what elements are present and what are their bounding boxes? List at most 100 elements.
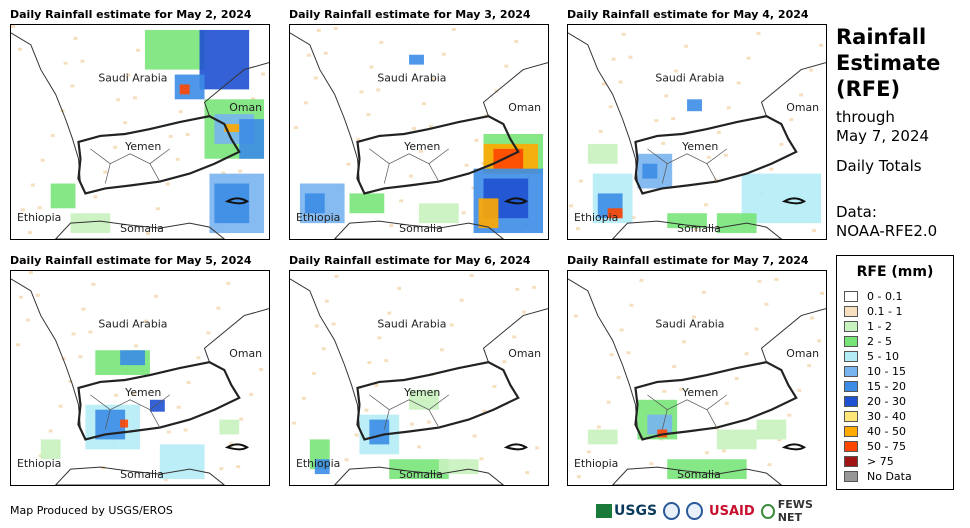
rain-cell bbox=[820, 291, 825, 295]
rain-cell bbox=[596, 425, 601, 429]
rain-cell bbox=[535, 446, 540, 450]
rain-patch bbox=[587, 429, 618, 445]
rain-patch bbox=[120, 419, 129, 428]
rain-cell bbox=[15, 343, 20, 347]
socotra-island bbox=[781, 197, 807, 205]
coastline bbox=[290, 278, 365, 440]
country-label-saudi: Saudi Arabia bbox=[377, 317, 446, 330]
usgs-mark-icon bbox=[596, 504, 612, 518]
oman-border bbox=[203, 308, 269, 363]
rain-patch bbox=[438, 459, 479, 475]
rain-cell bbox=[249, 392, 254, 396]
rain-cell bbox=[183, 428, 188, 432]
map-canvas: Saudi Arabia Oman Yemen Ethiopia Somalia bbox=[290, 273, 548, 485]
rainfall-map: Saudi Arabia Oman Yemen Ethiopia Somalia bbox=[567, 270, 827, 486]
rain-patch bbox=[239, 119, 265, 159]
rain-cell bbox=[311, 372, 316, 376]
legend-swatch bbox=[844, 290, 858, 302]
rain-cell bbox=[61, 357, 66, 361]
rain-cell bbox=[618, 80, 623, 84]
rain-cell bbox=[116, 98, 121, 102]
legend-label: 15 - 20 bbox=[867, 379, 906, 393]
rain-patch bbox=[149, 399, 165, 412]
legend-item: 20 - 30 bbox=[844, 394, 906, 408]
rain-cell bbox=[441, 52, 446, 56]
rain-cell bbox=[377, 336, 382, 340]
legend-item: 40 - 50 bbox=[844, 424, 906, 438]
rain-cell bbox=[428, 125, 433, 129]
rain-cell bbox=[221, 171, 226, 175]
rain-cell bbox=[757, 279, 762, 283]
rain-cell bbox=[525, 471, 530, 475]
legend-label: 40 - 50 bbox=[867, 424, 906, 438]
rain-patch bbox=[756, 419, 787, 440]
rain-cell bbox=[479, 457, 484, 461]
legend-item: 10 - 15 bbox=[844, 364, 906, 378]
rain-cell bbox=[226, 281, 231, 285]
rain-cell bbox=[532, 285, 537, 289]
rain-patch bbox=[304, 193, 325, 214]
country-label-somalia: Somalia bbox=[677, 468, 721, 481]
rain-cell bbox=[494, 89, 499, 93]
rain-cell bbox=[306, 53, 311, 57]
rain-cell bbox=[703, 203, 708, 207]
rain-cell bbox=[219, 467, 224, 471]
rain-cell bbox=[30, 183, 35, 187]
socotra-island bbox=[781, 443, 807, 451]
rain-cell bbox=[619, 328, 624, 332]
agency-logos: USGS USAID FEWS NET bbox=[596, 498, 836, 524]
legend-label: No Data bbox=[867, 469, 912, 483]
rain-cell bbox=[777, 438, 782, 442]
rain-cell bbox=[321, 347, 326, 351]
rain-cell bbox=[575, 227, 580, 231]
country-label-saudi: Saudi Arabia bbox=[655, 317, 724, 330]
rain-cell bbox=[744, 352, 749, 356]
rain-cell bbox=[799, 93, 804, 97]
legend-swatch bbox=[844, 320, 858, 332]
rain-cell bbox=[131, 391, 136, 395]
map-canvas: Saudi Arabia Oman Yemen Ethiopia Somalia bbox=[568, 277, 826, 485]
rain-cell bbox=[333, 26, 338, 30]
rain-cell bbox=[469, 273, 474, 277]
rain-cell bbox=[216, 306, 221, 310]
rain-patch bbox=[478, 198, 499, 229]
rainfall-map: Saudi Arabia Oman Yemen Ethiopia Somalia bbox=[289, 270, 549, 486]
rain-cell bbox=[492, 384, 497, 388]
legend-label: 10 - 15 bbox=[867, 364, 906, 378]
country-label-ethiopia: Ethiopia bbox=[296, 457, 340, 470]
rain-cell bbox=[797, 388, 802, 392]
rain-cell bbox=[37, 206, 42, 210]
legend-item: 1 - 2 bbox=[844, 319, 892, 333]
country-label-saudi: Saudi Arabia bbox=[98, 317, 167, 330]
legend-item: 15 - 20 bbox=[844, 379, 906, 393]
rain-cell bbox=[399, 199, 404, 203]
rain-cell bbox=[334, 274, 339, 278]
rain-cell bbox=[367, 361, 372, 365]
panel-title: Daily Rainfall estimate for May 5, 2024 bbox=[10, 254, 252, 267]
legend-swatch bbox=[844, 440, 858, 452]
rain-patch bbox=[144, 29, 205, 70]
rain-cell bbox=[723, 153, 728, 157]
rain-cell bbox=[344, 458, 349, 462]
legend-label: > 75 bbox=[867, 454, 894, 468]
legend-swatch bbox=[844, 380, 858, 392]
rain-cell bbox=[126, 73, 131, 77]
rain-cell bbox=[48, 429, 53, 433]
country-label-yemen: Yemen bbox=[403, 386, 440, 399]
rain-cell bbox=[178, 110, 183, 114]
rain-patch bbox=[120, 350, 145, 366]
rain-cell bbox=[586, 450, 591, 454]
rain-cell bbox=[40, 158, 45, 162]
panel-title: Daily Rainfall estimate for May 7, 2024 bbox=[567, 254, 809, 267]
rain-cell bbox=[654, 119, 659, 123]
rain-cell bbox=[701, 290, 706, 294]
rain-cell bbox=[661, 141, 666, 145]
rain-cell bbox=[11, 25, 15, 28]
rain-cell bbox=[136, 48, 140, 52]
rain-cell bbox=[176, 405, 181, 409]
rain-cell bbox=[369, 65, 374, 69]
country-label-oman: Oman bbox=[229, 347, 262, 360]
rain-cell bbox=[196, 356, 201, 360]
rain-patch bbox=[716, 429, 757, 450]
rain-cell bbox=[626, 351, 631, 355]
